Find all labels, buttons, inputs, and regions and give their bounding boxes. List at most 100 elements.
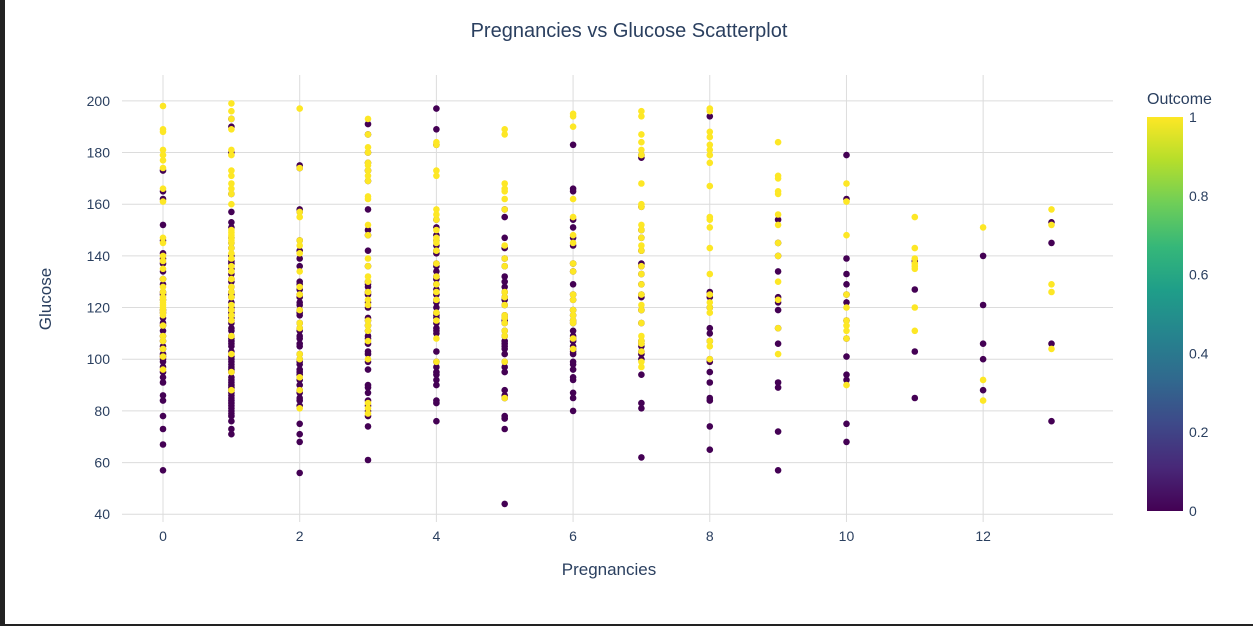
scatter-point-outcome-0 [843,270,850,278]
scatter-point-outcome-0 [569,185,577,192]
scatter-point-outcome-0 [774,340,782,348]
scatter-point-outcome-1 [364,262,372,270]
scatter-point-outcome-1 [433,260,440,267]
scatter-point-outcome-1 [706,291,714,298]
scatter-point-outcome-1 [501,206,509,213]
x-tick-label: 2 [296,528,304,544]
scatter-point-outcome-0 [706,394,714,402]
scatter-point-outcome-1 [1048,206,1055,213]
scatter-point-outcome-1 [638,291,645,298]
scatter-point-outcome-1 [433,358,440,366]
scatter-point-outcome-0 [501,500,509,508]
scatter-point-outcome-1 [706,141,714,149]
colorbar-tick-label: 0.6 [1189,267,1209,283]
scatter-point-outcome-1 [638,138,645,146]
scatter-point-outcome-1 [159,164,167,172]
colorbar-tick-label: 0.8 [1189,188,1209,204]
scatter-point-outcome-1 [501,358,509,366]
scatter-point-outcome-1 [433,206,440,213]
scatter-point-outcome-0 [706,446,714,454]
scatter-point-outcome-0 [569,358,577,366]
scatter-point-outcome-1 [228,190,235,198]
scatter-point-outcome-1 [364,255,372,262]
scatter-point-outcome-1 [433,211,440,218]
scatter-point-outcome-1 [364,288,372,296]
scatter-point-outcome-0 [1048,239,1055,247]
scatter-point-outcome-1 [569,110,577,118]
scatter-point-outcome-0 [1048,417,1055,425]
scatter-point-outcome-1 [569,306,577,314]
scatter-point-outcome-0 [569,374,577,381]
scatter-point-outcome-0 [569,394,577,402]
scatter-point-outcome-0 [569,366,577,373]
scatter-point-outcome-0 [364,332,372,340]
scatter-point-outcome-0 [433,304,440,311]
scatter-point-outcome-0 [706,423,714,430]
x-axis-title: Pregnancies [562,560,657,579]
scatter-point-outcome-0 [501,363,509,371]
scatter-point-outcome-1 [638,319,645,327]
scatter-point-outcome-1 [1048,281,1055,288]
scatter-point-outcome-1 [638,107,645,115]
scatter-point-outcome-0 [364,423,372,430]
scatter-point-outcome-1 [638,151,645,159]
scatter-point-outcome-0 [433,126,440,133]
scatter-point-outcome-1 [296,213,304,221]
scatter-point-outcome-1 [159,185,167,192]
scatter-point-outcome-1 [228,306,235,314]
scatter-point-outcome-0 [296,430,304,438]
scatter-point-outcome-0 [638,371,645,379]
scatter-point-outcome-1 [296,319,304,327]
scatter-point-outcome-0 [569,389,577,397]
scatter-point-outcome-1 [296,208,304,216]
scatter-point-outcome-1 [843,317,850,324]
scatter-point-outcome-1 [228,107,235,115]
colorbar-tick-label: 1 [1189,109,1197,125]
scatter-point-outcome-1 [159,283,167,291]
scatter-point-outcome-1 [296,250,304,257]
scatter-point-outcome-1 [159,151,167,159]
scatter-point-outcome-1 [638,242,645,249]
scatter-point-outcome-1 [638,358,645,366]
scatter-point-outcome-1 [364,231,372,239]
scatter-point-outcome-1 [364,273,372,280]
scatter-point-outcome-1 [364,355,372,363]
scatter-point-outcome-1 [296,306,304,314]
scatter-point-outcome-1 [296,291,304,298]
scatter-point-outcome-1 [433,281,440,288]
scatter-point-outcome-1 [638,226,645,234]
scatter-point-outcome-1 [159,353,167,360]
scatter-point-outcome-1 [911,255,919,262]
scatter-point-outcome-0 [159,425,167,433]
scatter-point-outcome-1 [911,244,919,252]
scatter-point-outcome-0 [228,425,235,433]
scatter-point-outcome-0 [228,208,235,216]
scatter-point-outcome-0 [364,247,372,254]
scatter-point-outcome-0 [979,252,987,260]
scatter-point-outcome-1 [706,151,714,159]
scatter-point-outcome-1 [364,399,372,407]
scatter-point-outcome-1 [774,324,782,332]
scatter-point-outcome-0 [774,306,782,314]
x-tick-label: 12 [975,528,991,544]
y-tick-label: 140 [87,248,111,264]
scatter-point-outcome-1 [228,115,235,123]
scatter-point-outcome-1 [433,273,440,280]
scatter-point-outcome-1 [228,288,235,296]
scatter-point-outcome-1 [638,234,645,242]
scatter-point-outcome-1 [159,102,167,110]
scatter-point-outcome-1 [433,226,440,234]
y-tick-label: 200 [87,93,111,109]
scatter-point-outcome-1 [364,327,372,335]
scatter-point-outcome-1 [706,213,714,221]
scatter-point-outcome-0 [501,412,509,420]
scatter-point-outcome-1 [638,270,645,278]
scatter-point-outcome-1 [364,301,372,309]
scatter-point-outcome-1 [364,193,372,200]
scatter-point-outcome-1 [159,293,167,301]
scatter-point-outcome-0 [569,407,577,415]
scatter-point-outcome-0 [501,337,509,345]
scatter-point-outcome-1 [638,301,645,309]
x-tick-label: 0 [159,528,167,544]
scatter-point-outcome-1 [433,309,440,317]
